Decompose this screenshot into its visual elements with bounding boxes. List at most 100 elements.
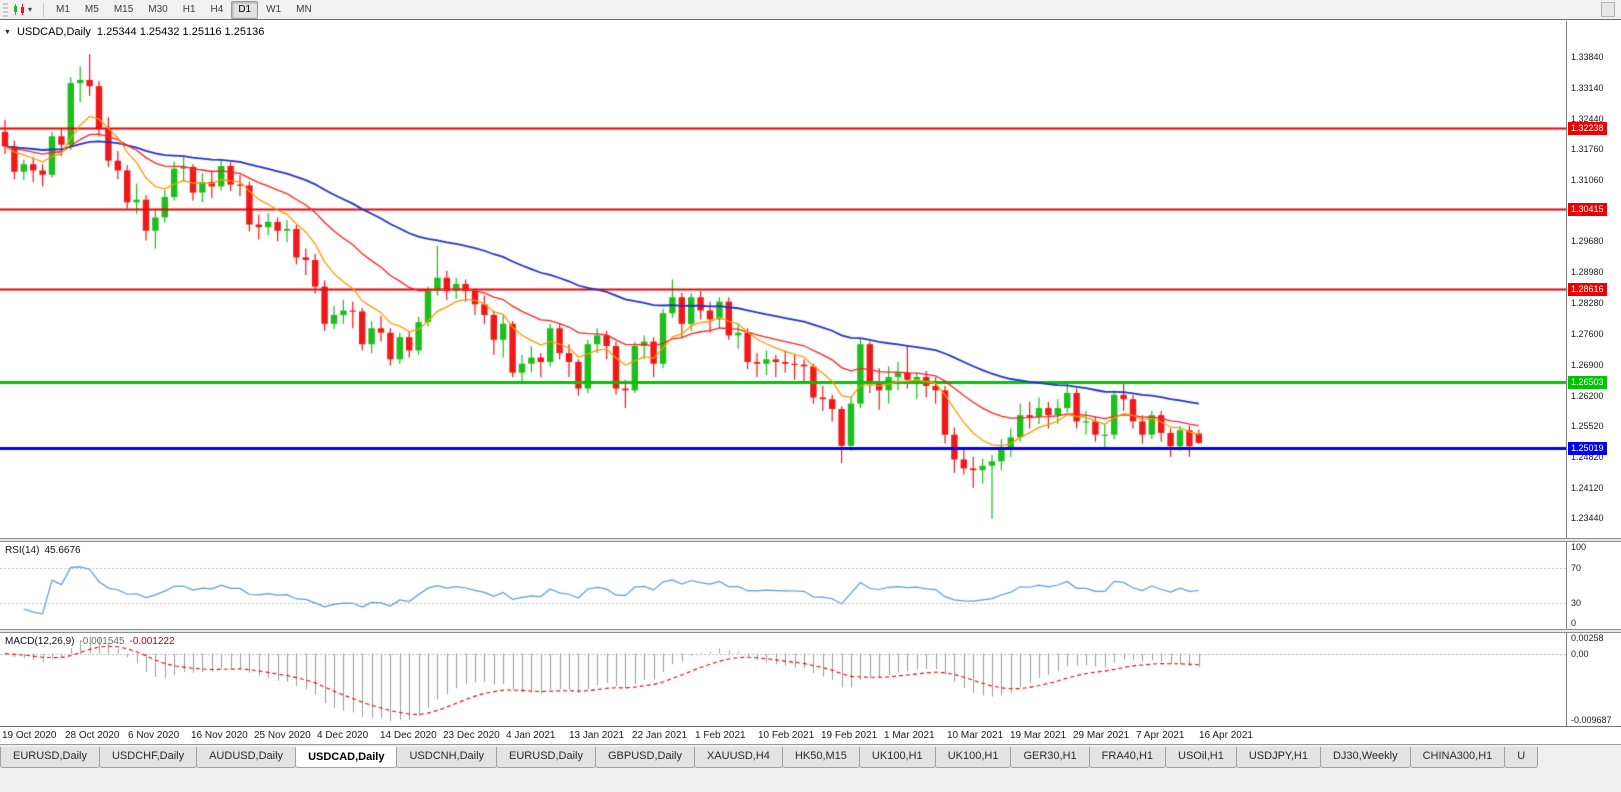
- price-axis-label: 1.28280: [1571, 298, 1604, 309]
- price-axis-label: 1.26200: [1571, 390, 1604, 401]
- hline-price-tag[interactable]: 1.32238: [1568, 121, 1607, 135]
- chart-tab-usdcad-daily[interactable]: USDCAD,Daily: [295, 747, 398, 768]
- date-axis-label: 1 Feb 2021: [695, 730, 746, 741]
- chart-tab-fra40-h1[interactable]: FRA40,H1: [1088, 747, 1167, 768]
- chart-ohlc-values: 1.25344 1.25432 1.25116 1.25136: [96, 26, 265, 38]
- price-axis-label: 1.27600: [1571, 328, 1604, 339]
- date-axis-label: 4 Dec 2020: [317, 730, 369, 741]
- chart-tab-eurusd-daily[interactable]: EURUSD,Daily: [496, 747, 596, 768]
- chart-type-icon[interactable]: [12, 3, 27, 17]
- price-axis-label: 1.31060: [1571, 175, 1604, 186]
- chart-tab-hk50-m15[interactable]: HK50,M15: [781, 747, 860, 768]
- date-axis-label: 14 Dec 2020: [380, 730, 437, 741]
- chart-tab-ger30-h1[interactable]: GER30,H1: [1010, 747, 1090, 768]
- main-chart-canvas[interactable]: [0, 21, 1566, 538]
- timeframe-button-d1[interactable]: D1: [231, 0, 259, 19]
- price-axis[interactable]: 1.338401.331401.324401.317601.310601.303…: [1566, 21, 1621, 538]
- date-axis-label: 19 Oct 2020: [2, 730, 57, 741]
- chart-tab-bar: EURUSD,Daily USDCHF,Daily AUDUSD,Daily USDC…: [0, 744, 1621, 792]
- toolbar-overflow-button[interactable]: [1601, 2, 1615, 17]
- macd-main-value: -0.001545: [79, 636, 125, 647]
- chart-tab-gbpusd-daily[interactable]: GBPUSD,Daily: [595, 747, 695, 768]
- chart-symbol-label: USDCAD,Daily: [16, 26, 91, 38]
- hline-price-tag[interactable]: 1.28616: [1568, 282, 1607, 296]
- chart-tab-uk100-h1[interactable]: UK100,H1: [934, 747, 1012, 768]
- panel-divider[interactable]: [0, 538, 1621, 542]
- date-axis[interactable]: 19 Oct 2020 28 Oct 2020 6 Nov 2020 16 Nov 2…: [0, 726, 1621, 744]
- chart-type-dropdown-caret-icon[interactable]: ▾: [28, 5, 33, 14]
- date-axis-label: 10 Feb 2021: [758, 730, 815, 741]
- date-axis-label: 16 Apr 2021: [1199, 730, 1253, 741]
- hline-price-tag[interactable]: 1.30415: [1568, 202, 1607, 216]
- date-axis-label: 25 Nov 2020: [254, 730, 311, 741]
- panel-divider[interactable]: [0, 629, 1621, 633]
- toolbar-separator: [43, 2, 45, 17]
- chart-tab-uk100-h1[interactable]: UK100,H1: [858, 747, 936, 768]
- candlestick-icon: [14, 3, 24, 15]
- macd-axis-label: -0.009687: [1571, 715, 1612, 725]
- timeframe-button-h1[interactable]: H1: [182, 3, 196, 15]
- date-axis-label: 10 Mar 2021: [947, 730, 1004, 741]
- date-axis-label: 7 Apr 2021: [1136, 730, 1185, 741]
- chart-tab-eurusd-daily[interactable]: EURUSD,Daily: [0, 747, 100, 768]
- date-axis-label: 4 Jan 2021: [506, 730, 556, 741]
- date-axis-label: 19 Mar 2021: [1010, 730, 1067, 741]
- price-axis-label: 1.33140: [1571, 82, 1604, 93]
- date-axis-label: 28 Oct 2020: [65, 730, 120, 741]
- rsi-label: RSI(14) 45.6676: [5, 545, 81, 556]
- chart-tab-u[interactable]: U: [1504, 747, 1539, 768]
- macd-canvas[interactable]: [0, 633, 1566, 726]
- price-axis-label: 1.32440: [1571, 113, 1604, 124]
- chart-tabs: EURUSD,Daily USDCHF,Daily AUDUSD,Daily USDC…: [0, 747, 1621, 768]
- timeframe-button-m1[interactable]: M1: [56, 3, 70, 15]
- timeframe-buttons: M1 M5 M15 M30 H1 H4 D1 W1 MN: [49, 0, 319, 19]
- collapse-arrow-icon[interactable]: ▼: [4, 28, 11, 36]
- price-axis-label: 1.31760: [1571, 144, 1604, 155]
- timeframe-button-mn[interactable]: MN: [296, 3, 312, 15]
- rsi-axis-label: 100: [1571, 542, 1587, 552]
- macd-axis-label: 0.00: [1571, 648, 1589, 659]
- timeframe-button-m5[interactable]: M5: [84, 3, 99, 15]
- chart-tab-usdcnh-daily[interactable]: USDCNH,Daily: [396, 747, 498, 768]
- macd-label: MACD(12,26,9) -0.001545 -0.001222: [5, 636, 175, 647]
- date-axis-label: 29 Mar 2021: [1073, 730, 1130, 741]
- chart-tab-china300-h1[interactable]: CHINA300,H1: [1409, 747, 1506, 768]
- macd-name: MACD(12,26,9): [5, 636, 75, 647]
- hline-price-tag[interactable]: 1.25019: [1568, 442, 1607, 456]
- chart-tab-audusd-daily[interactable]: AUDUSD,Daily: [196, 747, 297, 768]
- rsi-panel: RSI(14) 45.6676: [0, 542, 1566, 629]
- timeframe-button-m30[interactable]: M30: [148, 3, 168, 15]
- date-axis-label: 6 Nov 2020: [128, 730, 180, 741]
- chart-tab-usdchf-daily[interactable]: USDCHF,Daily: [98, 747, 198, 768]
- macd-panel: MACD(12,26,9) -0.001545 -0.001222: [0, 633, 1566, 726]
- rsi-canvas[interactable]: [0, 542, 1566, 629]
- chart-tab-dj30-weekly[interactable]: DJ30,Weekly: [1319, 747, 1411, 768]
- macd-axis-label: 0.00258: [1571, 633, 1604, 643]
- rsi-value: 45.6676: [44, 545, 81, 556]
- price-axis-label: 1.24820: [1571, 451, 1604, 462]
- rsi-axis-label: 0: [1571, 618, 1577, 628]
- timeframe-button-m15[interactable]: M15: [113, 3, 134, 15]
- date-axis-label: 1 Mar 2021: [884, 730, 935, 741]
- rsi-name: RSI(14): [5, 545, 40, 556]
- chart-tab-usoil-h1[interactable]: USOil,H1: [1165, 747, 1237, 768]
- rsi-axis[interactable]: 100 70 30 0: [1566, 542, 1621, 629]
- macd-axis[interactable]: 0.00258 0.00 -0.009687: [1566, 633, 1621, 726]
- hline-price-tag[interactable]: 1.26503: [1568, 376, 1607, 390]
- price-axis-label: 1.28980: [1571, 267, 1604, 278]
- timeframe-button-w1[interactable]: W1: [266, 3, 282, 15]
- date-axis-label: 13 Jan 2021: [569, 730, 625, 741]
- date-axis-label: 16 Nov 2020: [191, 730, 248, 741]
- timeframe-toolbar: ▾ M1 M5 M15 M30 H1 H4 D1 W1 MN: [0, 0, 1621, 20]
- macd-signal-value: -0.001222: [129, 636, 175, 647]
- rsi-axis-label: 70: [1571, 563, 1582, 574]
- date-axis-label: 22 Jan 2021: [632, 730, 688, 741]
- price-axis-label: 1.23440: [1571, 513, 1604, 524]
- toolbar-grip[interactable]: [3, 2, 8, 17]
- price-axis-label: 1.25520: [1571, 420, 1604, 431]
- chart-tab-xauusd-h4[interactable]: XAUUSD,H4: [693, 747, 783, 768]
- main-chart-panel: ▼ USDCAD,Daily 1.25344 1.25432 1.25116 1…: [0, 21, 1566, 538]
- price-axis-label: 1.29680: [1571, 236, 1604, 247]
- chart-tab-usdjpy-h1[interactable]: USDJPY,H1: [1235, 747, 1321, 768]
- timeframe-button-h4[interactable]: H4: [210, 3, 224, 15]
